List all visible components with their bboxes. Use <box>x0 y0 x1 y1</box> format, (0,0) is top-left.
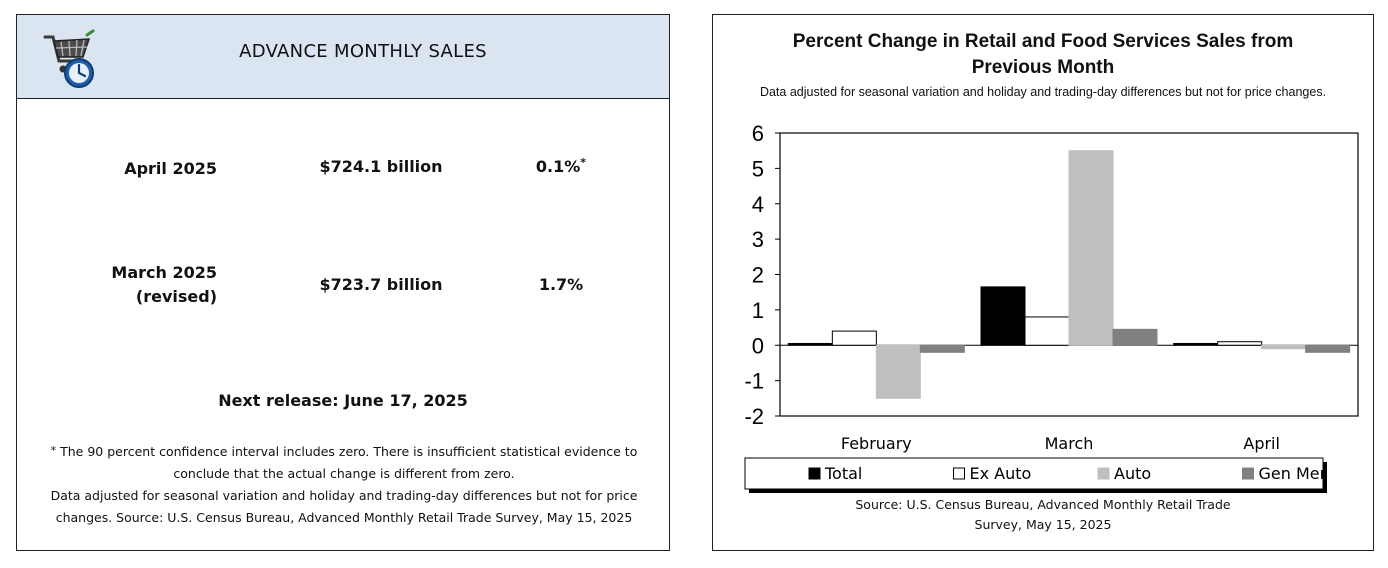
bar-ex-auto-march <box>1024 316 1070 346</box>
legend-label: Total <box>824 464 862 483</box>
chart-title: Percent Change in Retail and Food Servic… <box>792 31 1294 78</box>
revised-note: (revised) <box>135 287 217 306</box>
legend-swatch <box>808 467 821 480</box>
bar-gen-mer-february <box>919 344 965 353</box>
bar-chart: 6 5 4 3 2 1 0 -1 -2 February March April Total Ex Aut… <box>744 121 1359 493</box>
chart-source: Source: U.S. Census Bureau, Advanced Mon… <box>855 497 1231 532</box>
percent-change: 0.1%* <box>535 156 587 176</box>
chart-subtitle: Data adjusted for seasonal variation and… <box>759 85 1327 99</box>
legend-swatch <box>953 467 965 480</box>
y-tick-label: 3 <box>752 227 764 252</box>
bar-total-february <box>787 342 833 346</box>
y-tick-label: 4 <box>752 192 764 217</box>
significance-asterisk: * <box>580 156 587 169</box>
bar-ex-auto-february <box>831 330 877 346</box>
legend-swatch <box>1242 467 1254 480</box>
legend-label: Ex Auto <box>970 464 1032 483</box>
y-tick-label: 0 <box>752 333 764 358</box>
y-tick-label: -1 <box>744 369 764 394</box>
y-tick-label: 2 <box>752 263 764 288</box>
retail-sales-chart-panel: Percent Change in Retail and Food Servic… <box>712 14 1374 551</box>
x-category-label: March <box>1045 434 1094 453</box>
advance-monthly-sales-panel: ADVANCE MONTHLY SALES April 2025 $724.1 … <box>16 14 670 551</box>
bar-total-march <box>980 286 1026 346</box>
bar-ex-auto-april <box>1217 341 1263 346</box>
footnote: * The 90 percent confidence interval inc… <box>50 444 638 525</box>
y-tick-label: 5 <box>752 156 764 181</box>
x-category-label: February <box>841 434 912 453</box>
legend-swatch <box>1097 467 1110 480</box>
bar-auto-april <box>1261 344 1307 350</box>
panel-title: ADVANCE MONTHLY SALES <box>239 41 487 62</box>
sales-value: $723.7 billion <box>319 275 443 294</box>
panel-header: ADVANCE MONTHLY SALES <box>17 15 669 99</box>
sales-value: $724.1 billion <box>319 157 443 176</box>
footnote-asterisk: * <box>50 444 57 457</box>
period-label: March 2025 (revised) <box>111 261 217 309</box>
bar-auto-march <box>1068 150 1114 346</box>
y-tick-label: 6 <box>752 121 764 146</box>
period-label: April 2025 <box>124 159 217 178</box>
shopping-cart-clock-icon <box>43 29 95 88</box>
bar-gen-mer-april <box>1305 344 1351 353</box>
percent-change: 1.7% <box>538 275 584 294</box>
legend-label: Gen Mer <box>1259 464 1327 483</box>
y-tick-label: 1 <box>752 298 764 323</box>
y-tick-label: -2 <box>744 404 764 429</box>
x-category-label: April <box>1243 434 1280 453</box>
bar-gen-mer-march <box>1112 328 1158 346</box>
bar-auto-february <box>875 344 921 399</box>
next-release-date: Next release: June 17, 2025 <box>218 391 468 410</box>
bar-total-april <box>1173 342 1219 346</box>
legend <box>744 457 1324 490</box>
legend-label: Auto <box>1114 464 1151 483</box>
